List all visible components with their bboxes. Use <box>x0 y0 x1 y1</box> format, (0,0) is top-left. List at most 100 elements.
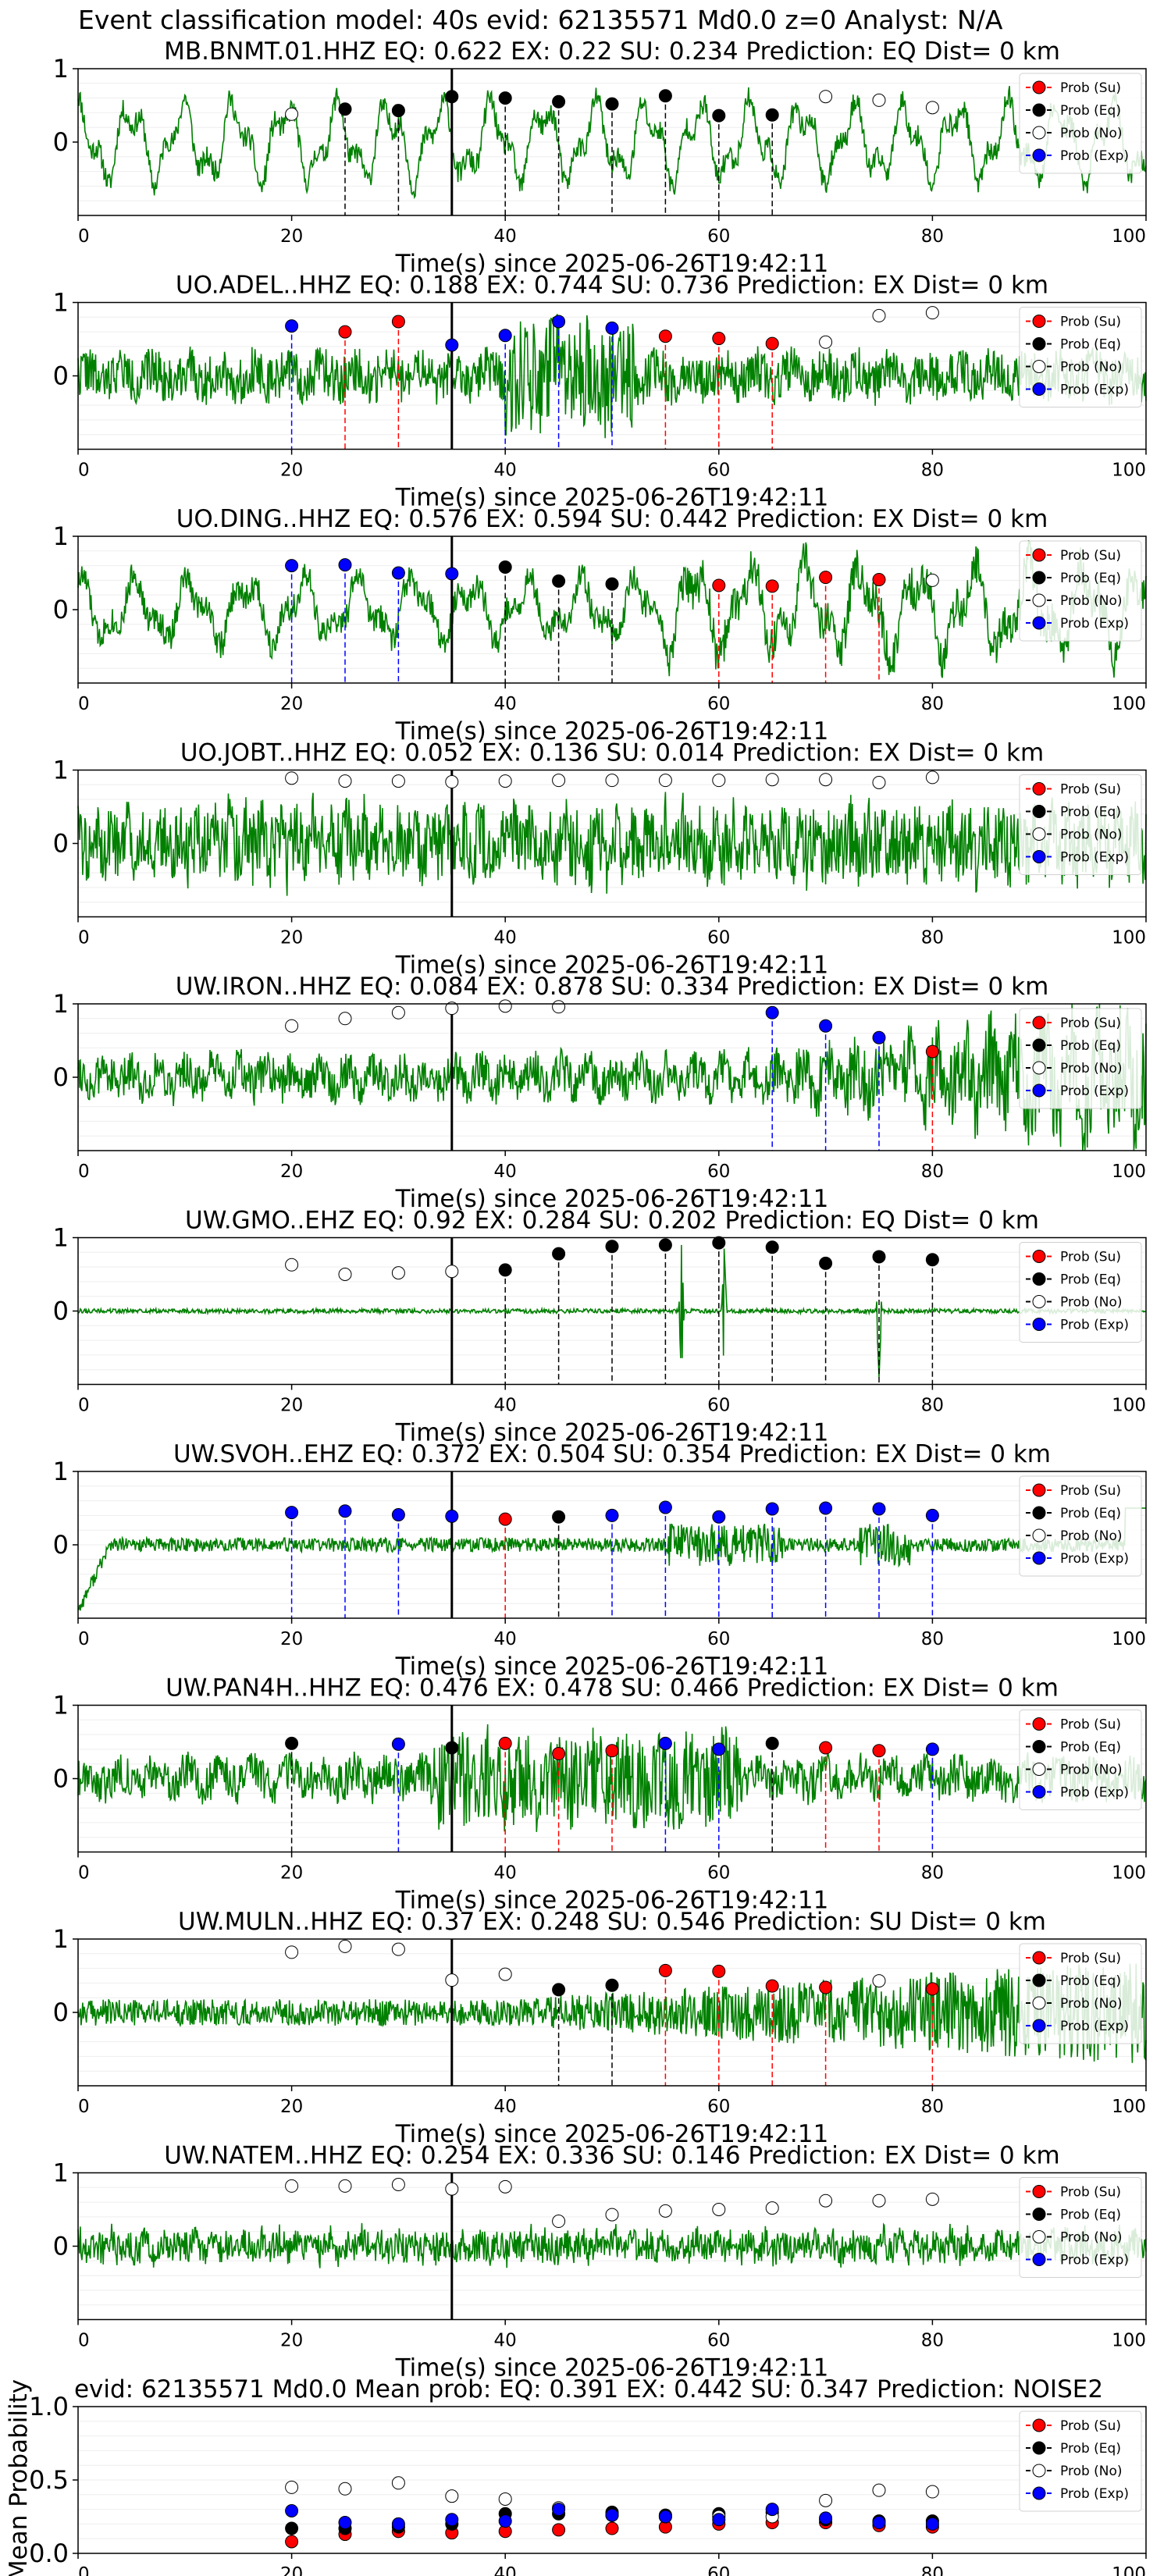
legend-label: Prob (No) <box>1060 1061 1123 1076</box>
x-axis-label-8: Time(s) since 2025-06-26T19:42:11 <box>395 2120 829 2148</box>
legend-label: Prob (Exp) <box>1060 850 1129 866</box>
mean-point-no <box>872 2483 886 2497</box>
legend-label: Prob (No) <box>1060 2230 1123 2246</box>
prob-point-exp <box>552 315 566 329</box>
mean-point-exp <box>338 2516 352 2530</box>
x-tick-label-9: 80 <box>921 2331 944 2351</box>
legend-marker <box>1032 593 1046 607</box>
panel-title-9: UW.NATEM..HHZ EQ: 0.254 EX: 0.336 SU: 0.… <box>164 2142 1060 2170</box>
panel-title-8: UW.MULN..HHZ EQ: 0.37 EX: 0.248 SU: 0.54… <box>178 1908 1046 1936</box>
prob-point-eq <box>552 1983 566 1997</box>
legend-label: Prob (No) <box>1060 2464 1123 2479</box>
mean-point-su <box>285 2535 299 2549</box>
legend-marker <box>1032 126 1046 140</box>
panel-title-3: UO.JOBT..HHZ EQ: 0.052 EX: 0.136 SU: 0.0… <box>180 739 1044 767</box>
x-tick-label-3: 20 <box>280 928 303 948</box>
prob-point-exp <box>712 1510 726 1524</box>
x-axis-label-0: Time(s) since 2025-06-26T19:42:11 <box>395 250 829 278</box>
mean-point-no <box>498 2492 512 2506</box>
legend-marker <box>1032 1551 1046 1565</box>
prob-point-no <box>498 774 512 788</box>
x-tick-label-7: 20 <box>280 1863 303 1884</box>
x-tick-label-7: 60 <box>707 1863 730 1884</box>
x-tick-label-4: 0 <box>78 1162 90 1182</box>
prob-point-eq <box>445 1741 459 1755</box>
legend-marker <box>1032 2230 1046 2243</box>
legend-label: Prob (Eq) <box>1060 1740 1121 1756</box>
x-tick-label-10: 40 <box>494 2564 517 2576</box>
prob-point-su <box>765 1979 779 1993</box>
y-tick-label: 1 <box>53 288 69 318</box>
legend-label: Prob (Eq) <box>1060 2441 1121 2457</box>
prob-point-su <box>658 1963 672 1977</box>
prob-point-no <box>285 1945 299 1959</box>
prob-point-no <box>285 107 299 121</box>
legend-7: Prob (Su) Prob (Eq) Prob (No) Prob (Exp) <box>1019 1710 1142 1810</box>
x-axis-label-9: Time(s) since 2025-06-26T19:42:11 <box>395 2354 829 2382</box>
prob-point-eq <box>552 574 566 588</box>
legend-marker <box>1032 360 1046 373</box>
legend-marker <box>1032 1038 1046 1052</box>
legend-label: Prob (No) <box>1060 1996 1123 2012</box>
x-tick-label-10: 80 <box>921 2564 944 2576</box>
y-tick-label: 1 <box>53 2158 69 2188</box>
prob-point-su <box>338 325 352 339</box>
legend-box <box>1019 307 1142 407</box>
mean-point-no <box>285 2480 299 2494</box>
legend-marker <box>1032 2441 1046 2455</box>
x-tick-label-9: 40 <box>494 2331 517 2351</box>
prob-point-no <box>819 335 833 349</box>
y-tick-label: 1 <box>53 1457 69 1486</box>
legend-marker <box>1032 782 1046 795</box>
x-tick-label-0: 40 <box>494 226 517 247</box>
prob-point-no <box>445 1973 459 1987</box>
y-axis-label: Mean Probability <box>5 2379 33 2576</box>
mean-point-exp <box>872 2516 886 2530</box>
x-tick-label-5: 60 <box>707 1396 730 1416</box>
prob-point-no <box>338 1939 352 1953</box>
legend-label: Prob (Su) <box>1060 2418 1121 2434</box>
prob-point-eq <box>819 1256 833 1270</box>
prob-point-no <box>819 773 833 787</box>
legend-label: Prob (No) <box>1060 1295 1123 1311</box>
prob-point-exp <box>872 1030 886 1044</box>
x-tick-label-2: 0 <box>78 694 90 714</box>
prob-point-no <box>338 774 352 788</box>
x-tick-label-1: 80 <box>921 461 944 481</box>
legend-label: Prob (Eq) <box>1060 571 1121 586</box>
y-tick-label: 1 <box>53 54 69 84</box>
prob-point-su <box>925 1982 939 1996</box>
prob-point-no <box>552 2215 566 2229</box>
y-tick-label: 0 <box>53 1530 69 1560</box>
legend-marker <box>1032 1295 1046 1308</box>
legend-label: Prob (No) <box>1060 593 1123 609</box>
prob-point-su <box>712 1964 726 1978</box>
mean-point-exp <box>819 2511 833 2525</box>
legend-label: Prob (Exp) <box>1060 1785 1129 1801</box>
prob-point-su <box>391 315 405 329</box>
legend-label: Prob (No) <box>1060 827 1123 843</box>
legend-label: Prob (Exp) <box>1060 148 1129 164</box>
prob-point-exp <box>285 319 299 333</box>
prob-point-su <box>872 572 886 586</box>
legend-label: Prob (No) <box>1060 360 1123 375</box>
mean-point-no <box>925 2485 939 2499</box>
x-tick-label-8: 40 <box>494 2097 517 2117</box>
legend-marker <box>1032 2464 1046 2478</box>
x-tick-label-6: 0 <box>78 1629 90 1649</box>
legend-box <box>1019 1475 1142 1577</box>
legend-5: Prob (Su) Prob (Eq) Prob (No) Prob (Exp) <box>1019 1242 1142 1343</box>
prob-point-no <box>925 306 939 320</box>
legend-marker <box>1032 1740 1046 1753</box>
prob-point-exp <box>819 1501 833 1515</box>
mean-point-no <box>391 2476 405 2490</box>
prob-point-no <box>925 573 939 587</box>
x-tick-label-0: 80 <box>921 226 944 247</box>
prob-point-exp <box>605 321 619 335</box>
mean-point-no <box>819 2493 833 2507</box>
prob-point-no <box>605 2208 619 2222</box>
x-tick-label-3: 40 <box>494 928 517 948</box>
legend-10: Prob (Su) Prob (Eq) Prob (No) Prob (Exp) <box>1019 2411 1142 2512</box>
prob-point-no <box>285 771 299 785</box>
legend-marker <box>1032 148 1046 162</box>
